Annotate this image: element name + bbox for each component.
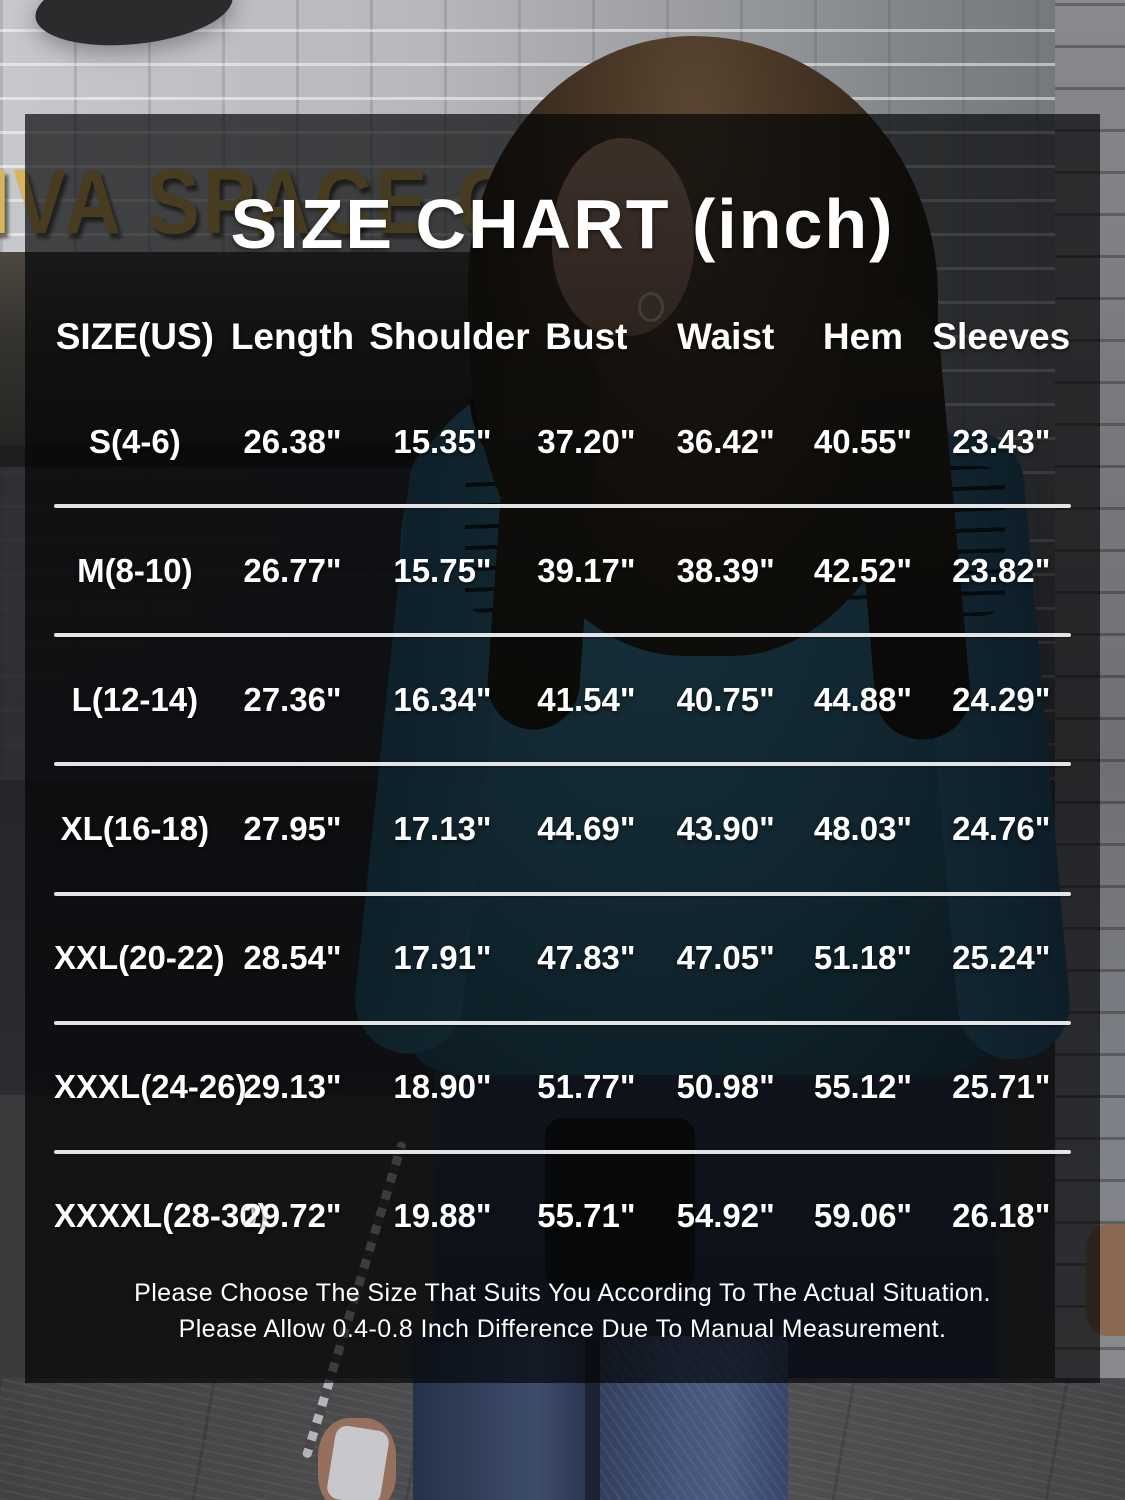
- waist-value-cell: 36.42": [676, 422, 775, 460]
- footer-note: Please Choose The Size That Suits You Ac…: [54, 1279, 1071, 1383]
- size-label-cell: S(4-6): [89, 422, 181, 460]
- waist-value-cell: 40.75": [676, 680, 775, 718]
- row-divider: [54, 504, 1071, 509]
- waist-value-cell: 50.98": [676, 1068, 775, 1106]
- sleeves-value-cell: 23.82": [952, 551, 1051, 589]
- hem-value-cell: 51.18": [813, 939, 913, 977]
- bust-value-cell: 37.20": [537, 422, 636, 460]
- shoulder-value-cell: 17.91": [393, 939, 492, 977]
- waist-value-cell: 38.39": [676, 551, 775, 589]
- table-row: XXXXL(28-30) 29.72" 19.88" 55.71" 54.92"…: [54, 1154, 1071, 1279]
- column-header-bust: Bust: [545, 315, 628, 357]
- sleeves-value-cell: 23.43": [952, 422, 1051, 460]
- column-header-size: SIZE(US): [55, 315, 214, 357]
- table-row: XXL(20-22) 28.54" 17.91" 47.83" 47.05" 5…: [54, 896, 1071, 1021]
- shoulder-value-cell: 17.13": [393, 809, 492, 847]
- bust-value-cell: 39.17": [537, 551, 636, 589]
- size-label-cell: L(12-14): [71, 680, 199, 718]
- size-label-cell: XXXXL(28-30): [54, 1197, 269, 1235]
- size-chart-panel: SIZE CHART (inch) SIZE(US) Length Should…: [25, 114, 1100, 1383]
- sleeves-value-cell: 25.71": [952, 1068, 1051, 1106]
- waist-value-cell: 43.90": [676, 809, 775, 847]
- row-divider: [54, 762, 1071, 767]
- table-header-row: SIZE(US) Length Shoulder Bust Waist Hem …: [54, 294, 1071, 379]
- bust-value-cell: 47.83": [537, 939, 636, 977]
- shoulder-value-cell: 15.75": [393, 551, 492, 589]
- sleeves-value-cell: 24.76": [952, 809, 1051, 847]
- dark-overlay-panel: [25, 114, 1100, 1383]
- hem-value-cell: 40.55": [813, 422, 913, 460]
- row-divider: [54, 1020, 1071, 1025]
- size-label-cell: M(8-10): [77, 551, 193, 589]
- hem-value-cell: 55.12": [813, 1068, 913, 1106]
- size-label-cell: XXL(20-22): [54, 939, 225, 977]
- bust-value-cell: 44.69": [537, 809, 636, 847]
- length-value-cell: 26.77": [243, 551, 342, 589]
- length-value-cell: 26.38": [243, 422, 342, 460]
- column-header-waist: Waist: [677, 315, 775, 357]
- sleeves-value-cell: 26.18": [952, 1197, 1051, 1235]
- sleeves-value-cell: 24.29": [952, 680, 1051, 718]
- waist-value-cell: 54.92": [676, 1197, 775, 1235]
- size-label-cell: XL(16-18): [60, 809, 210, 847]
- hem-value-cell: 42.52": [813, 551, 913, 589]
- shoulder-value-cell: 19.88": [393, 1197, 492, 1235]
- table-row: XL(16-18) 27.95" 17.13" 44.69" 43.90" 48…: [54, 766, 1071, 891]
- length-value-cell: 29.72": [243, 1197, 342, 1235]
- hem-value-cell: 48.03": [813, 809, 913, 847]
- column-header-hem: Hem: [822, 315, 904, 357]
- footer-line-2: Please Allow 0.4-0.8 Inch Difference Due…: [178, 1315, 947, 1343]
- row-divider: [54, 1149, 1071, 1154]
- bust-value-cell: 55.71": [537, 1197, 636, 1235]
- sleeves-value-cell: 25.24": [952, 939, 1051, 977]
- hem-value-cell: 44.88": [813, 680, 913, 718]
- column-header-shoulder: Shoulder: [369, 315, 530, 357]
- column-header-length: Length: [230, 315, 355, 357]
- length-value-cell: 27.36": [243, 680, 342, 718]
- shoulder-value-cell: 16.34": [393, 680, 492, 718]
- table-row: L(12-14) 27.36" 16.34" 41.54" 40.75" 44.…: [54, 637, 1071, 762]
- size-table-body: S(4-6) 26.38" 15.35" 37.20" 36.42" 40.55…: [54, 379, 1071, 1279]
- bust-value-cell: 41.54": [537, 680, 636, 718]
- table-row: M(8-10) 26.77" 15.75" 39.17" 38.39" 42.5…: [54, 508, 1071, 633]
- waist-value-cell: 47.05": [676, 939, 775, 977]
- row-divider: [54, 891, 1071, 896]
- shoulder-value-cell: 15.35": [393, 422, 492, 460]
- table-row: XXXL(24-26) 29.13" 18.90" 51.77" 50.98" …: [54, 1025, 1071, 1150]
- length-value-cell: 29.13": [243, 1068, 342, 1106]
- shoulder-value-cell: 18.90": [393, 1068, 492, 1106]
- chart-title: SIZE CHART (inch): [230, 185, 895, 263]
- bust-value-cell: 51.77": [537, 1068, 636, 1106]
- hem-value-cell: 59.06": [813, 1197, 913, 1235]
- length-value-cell: 27.95": [243, 809, 342, 847]
- row-divider: [54, 633, 1071, 638]
- footer-line-1: Please Choose The Size That Suits You Ac…: [134, 1279, 991, 1307]
- table-row: S(4-6) 26.38" 15.35" 37.20" 36.42" 40.55…: [54, 379, 1071, 504]
- size-label-cell: XXXL(24-26): [54, 1068, 247, 1106]
- phone-in-hand: [325, 1424, 391, 1500]
- column-header-sleeves: Sleeves: [932, 315, 1071, 357]
- length-value-cell: 28.54": [243, 939, 342, 977]
